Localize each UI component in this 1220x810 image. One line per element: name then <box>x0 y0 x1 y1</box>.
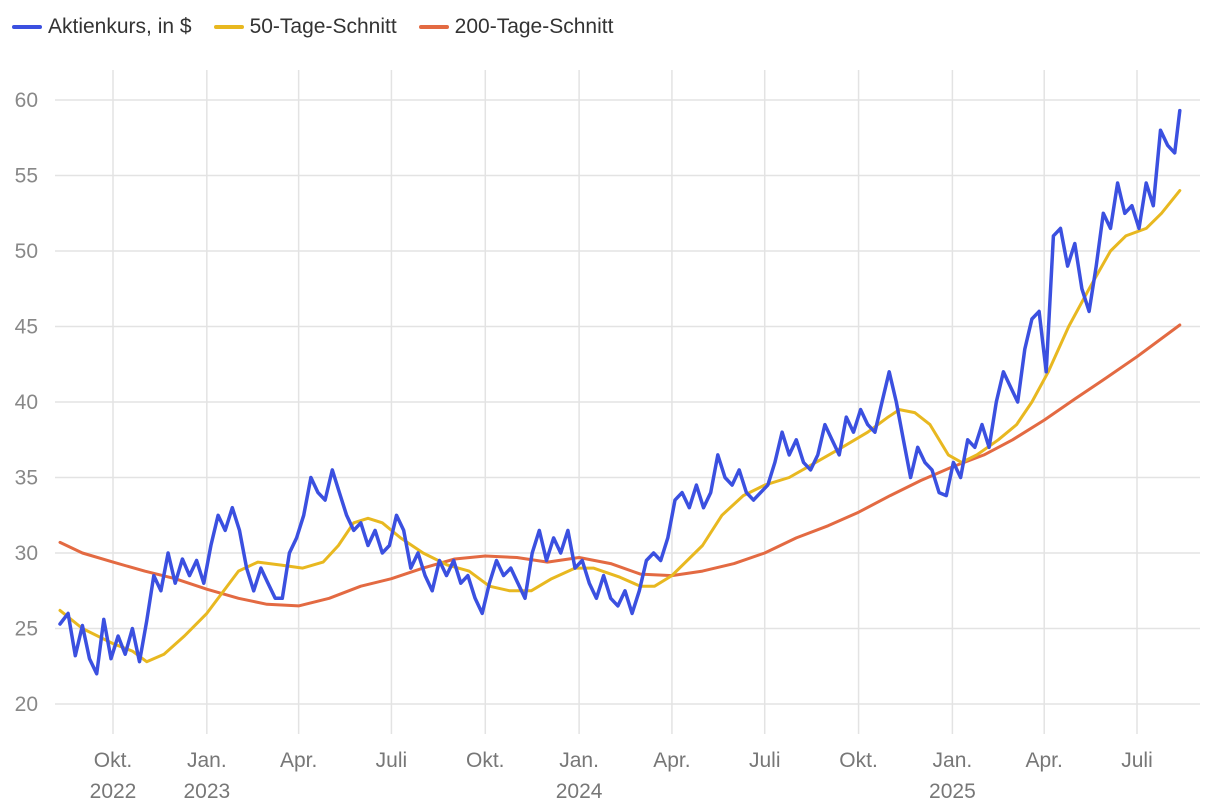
legend-swatch-ma200 <box>418 25 449 29</box>
x-tick-label: Juli <box>1121 749 1153 772</box>
x-tick-label: Okt. <box>839 749 878 772</box>
chart-legend: Aktienkurs, in $ 50-Tage-Schnitt 200-Tag… <box>12 12 613 42</box>
price-line <box>58 108 1182 676</box>
y-tick-label: 35 <box>15 467 38 490</box>
legend-label-price: Aktienkurs, in $ <box>48 15 192 38</box>
x-gridlines <box>112 70 1138 734</box>
y-tick-label: 25 <box>15 618 38 641</box>
x-tick-label: Juli <box>749 749 781 772</box>
ma200-line <box>58 323 1182 608</box>
x-tick-label: Okt. <box>94 749 133 772</box>
y-gridlines <box>55 99 1200 705</box>
x-tick-year-label: 2025 <box>929 780 976 803</box>
legend-item-ma200[interactable]: 200-Tage-Schnitt <box>418 15 614 39</box>
legend-item-ma50[interactable]: 50-Tage-Schnitt <box>213 15 397 39</box>
y-tick-label: 45 <box>15 316 38 339</box>
legend-item-price[interactable]: Aktienkurs, in $ <box>12 15 192 39</box>
legend-label-ma50: 50-Tage-Schnitt <box>249 15 397 38</box>
y-tick-label: 60 <box>15 89 38 112</box>
x-tick-year-label: 2023 <box>183 780 230 803</box>
y-tick-label: 50 <box>15 240 38 263</box>
y-tick-label: 55 <box>15 165 38 188</box>
ma50-line <box>58 189 1182 664</box>
x-tick-label: Jan. <box>933 749 973 772</box>
x-tick-year-label: 2024 <box>556 780 603 803</box>
series-lines <box>58 108 1182 676</box>
x-tick-label: Okt. <box>466 749 505 772</box>
y-tick-label: 40 <box>15 391 38 414</box>
x-axis-ticks: Okt. 2022 Jan. 2023 Apr. Juli Okt. Jan. 2024 Apr.… <box>90 749 1153 803</box>
legend-label-ma200: 200-Tage-Schnitt <box>454 15 614 38</box>
legend-swatch-price <box>12 25 42 29</box>
x-tick-label: Juli <box>376 749 408 772</box>
y-tick-label: 20 <box>15 693 38 716</box>
x-tick-label: Jan. <box>187 749 227 772</box>
legend-swatch-ma50 <box>213 25 244 29</box>
x-tick-label: Apr. <box>1026 749 1063 772</box>
x-tick-year-label: 2022 <box>90 780 137 803</box>
y-tick-label: 30 <box>15 542 38 565</box>
x-tick-label: Apr. <box>280 749 317 772</box>
x-tick-label: Apr. <box>653 749 690 772</box>
y-axis-ticks: 20 25 30 35 40 45 50 55 60 <box>15 89 38 716</box>
x-tick-label: Jan. <box>559 749 599 772</box>
